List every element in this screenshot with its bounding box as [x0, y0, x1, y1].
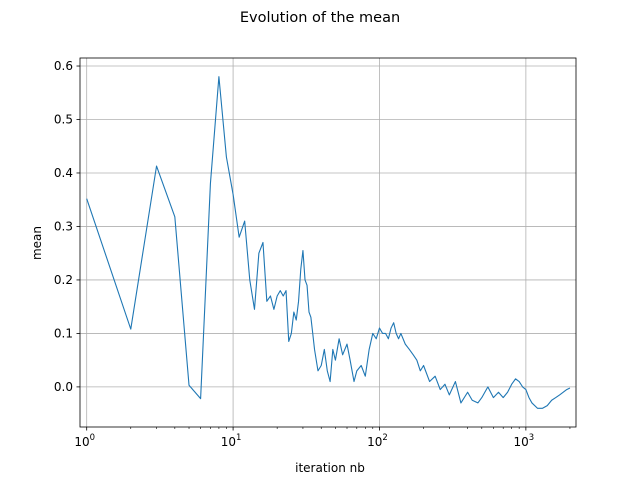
y-axis-ticks: 0.0 0.1 0.2 0.3 0.4 0.5 0.6	[54, 59, 80, 394]
y-tick-label: 0.1	[54, 327, 73, 341]
y-tick-label: 0.0	[54, 380, 73, 394]
mean-series-line	[86, 76, 571, 409]
plot-series	[86, 76, 571, 409]
x-axis-ticks: 100 101 102 103	[74, 427, 571, 449]
y-axis-label: mean	[30, 226, 44, 260]
chart-title: Evolution of the mean	[240, 10, 400, 26]
axes	[79, 57, 577, 428]
y-tick-label: 0.3	[54, 220, 73, 234]
x-tick-label: 101	[221, 433, 242, 449]
grid-lines	[80, 58, 576, 427]
plot-frame	[79, 57, 577, 428]
x-tick-label: 100	[74, 433, 95, 449]
y-tick-label: 0.4	[54, 166, 73, 180]
y-tick-label: 0.6	[54, 59, 73, 73]
x-axis-label: iteration nb	[295, 461, 365, 475]
x-tick-label: 103	[514, 433, 535, 449]
x-tick-label: 102	[367, 433, 388, 449]
y-tick-label: 0.2	[54, 273, 73, 287]
y-tick-label: 0.5	[54, 113, 73, 127]
